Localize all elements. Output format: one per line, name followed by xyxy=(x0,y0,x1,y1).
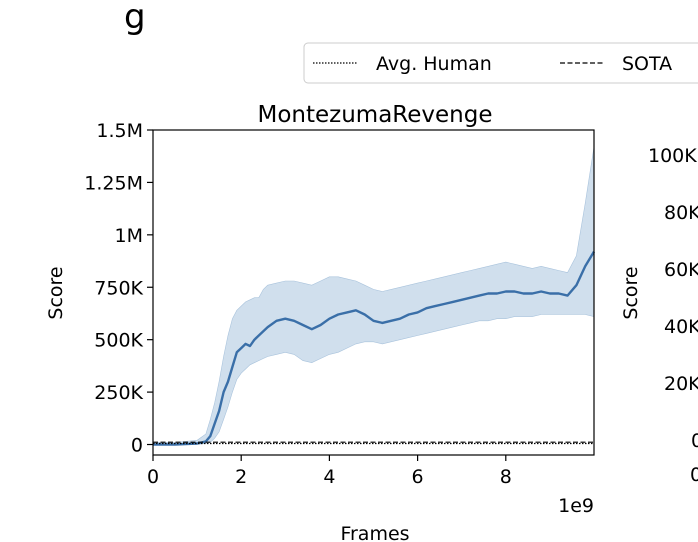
mean-score-line xyxy=(153,250,596,446)
plot-frame xyxy=(152,129,595,456)
partial-y-tick-label: 100K xyxy=(648,145,697,167)
confidence-band-layer xyxy=(152,146,595,445)
legend-avg-human-label: Avg. Human xyxy=(376,53,492,75)
y-tick-label: 1.5M xyxy=(96,120,143,142)
partial-y-axis-label: Score xyxy=(620,266,642,319)
x-ticks: 0 2 4 6 8 xyxy=(147,455,512,488)
reference-lines-layer xyxy=(153,441,594,445)
y-axis-label: Score xyxy=(45,266,67,319)
partial-chart: Score 100K 80K 60K 40K 20K 0 0 xyxy=(620,145,698,486)
y-tick-label: 250K xyxy=(94,382,143,404)
y-tick-label: 0 xyxy=(131,435,143,457)
x-axis-label: Frames xyxy=(340,523,409,542)
x-tick-label: 2 xyxy=(235,466,247,488)
partial-y-tick-label: 0 xyxy=(691,430,698,452)
partial-x-tick-label: 0 xyxy=(690,464,698,486)
y-tick-label: 1M xyxy=(115,225,143,247)
x-tick-label: 8 xyxy=(500,466,512,488)
x-tick-label: 4 xyxy=(323,466,335,488)
y-tick-label: 750K xyxy=(94,277,143,299)
legend: Avg. Human SOTA xyxy=(303,42,698,84)
partial-y-tick-label: 60K xyxy=(664,259,698,281)
legend-sota-label: SOTA xyxy=(622,53,672,75)
x-tick-label: 0 xyxy=(147,466,159,488)
main-chart: MontezumaRevenge 0 2 4 6 8 0 250K 500K 750K 1M 1.… xyxy=(45,102,596,542)
mean-line-layer xyxy=(153,250,596,446)
y-tick-label: 1.25M xyxy=(84,172,143,194)
partial-y-tick-label: 20K xyxy=(664,373,698,395)
partial-y-tick-label: 80K xyxy=(664,202,698,224)
x-offset-label: 1e9 xyxy=(558,495,594,517)
partial-y-tick-label: 40K xyxy=(664,316,698,338)
y-ticks: 0 250K 500K 750K 1M 1.25M 1.5M xyxy=(84,120,153,457)
header-fragment: g xyxy=(124,0,146,37)
confidence-band xyxy=(152,146,595,445)
x-tick-label: 6 xyxy=(412,466,424,488)
chart-title: MontezumaRevenge xyxy=(258,102,493,128)
legend-frame xyxy=(303,42,698,84)
y-tick-label: 500K xyxy=(94,330,143,352)
